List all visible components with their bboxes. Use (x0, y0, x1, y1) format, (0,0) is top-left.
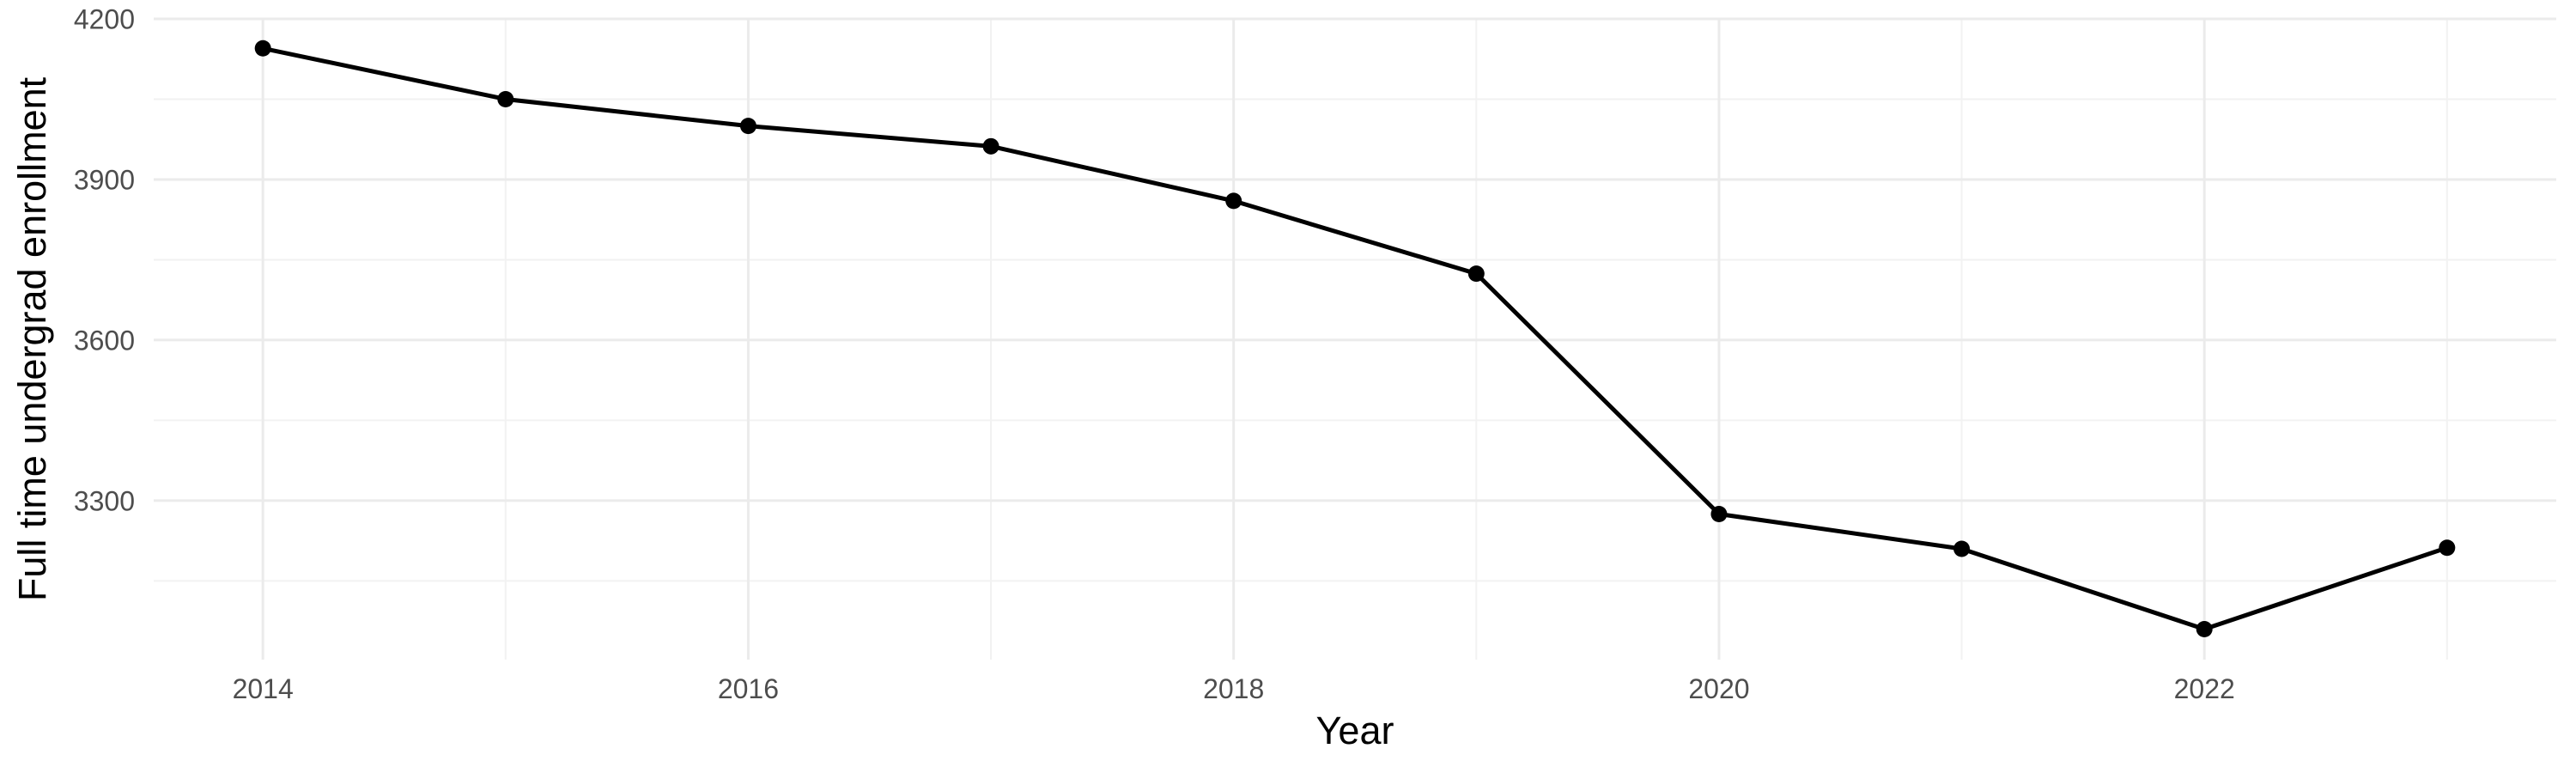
data-point (254, 40, 271, 57)
x-tick-label: 2018 (1203, 673, 1264, 704)
data-point (739, 118, 756, 135)
x-tick-label: 2022 (2174, 673, 2235, 704)
data-point (1710, 505, 1728, 522)
y-tick-label: 3300 (74, 485, 135, 516)
axis-tick-labels: 3300 3600 3900 4200 2014 2016 2018 2020 2022 (74, 4, 2235, 705)
x-tick-label: 2014 (233, 673, 294, 704)
series-line (262, 46, 2448, 631)
x-axis-title: Year (1316, 709, 1394, 752)
data-point (2439, 539, 2456, 557)
data-series (254, 40, 2456, 637)
y-tick-label: 4200 (74, 4, 135, 35)
gridlines-major (154, 17, 2556, 660)
data-point (1953, 540, 1971, 557)
y-axis-title: Full time undergrad enrollment (10, 76, 54, 601)
data-point (2196, 620, 2213, 637)
data-point (982, 137, 999, 155)
data-point (497, 90, 514, 107)
data-point (1225, 192, 1242, 210)
data-point (1467, 265, 1485, 283)
y-tick-label: 3600 (74, 325, 135, 356)
y-tick-label: 3900 (74, 164, 135, 195)
x-tick-label: 2020 (1688, 673, 1749, 704)
x-tick-label: 2016 (718, 673, 779, 704)
